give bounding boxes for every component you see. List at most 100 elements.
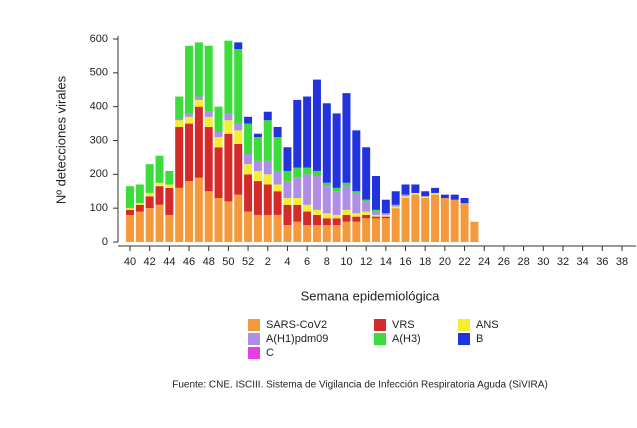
bar-segment: [372, 176, 380, 210]
legend-swatch: [248, 333, 260, 345]
legend-label: A(H3): [392, 333, 421, 345]
bar-segment: [322, 218, 331, 226]
bar-segment: [372, 211, 380, 215]
bar-segment: [440, 198, 449, 242]
bar-segment: [214, 106, 223, 133]
bar-segment: [263, 174, 272, 185]
bar-segment: [342, 214, 351, 222]
x-tick-label: 6: [304, 256, 310, 268]
bar-segment: [194, 42, 203, 97]
bar-segment: [185, 123, 194, 182]
legend-swatch: [374, 319, 386, 331]
bar-segment: [421, 191, 430, 197]
bar-segment: [352, 192, 361, 214]
bar-segment: [303, 225, 312, 242]
bar-segment: [194, 96, 203, 100]
bar-segment: [352, 216, 361, 222]
bar-segment: [185, 116, 194, 124]
legend-label: SARS-CoV2: [266, 319, 327, 331]
bar-segment: [352, 221, 361, 242]
bar-segment: [253, 170, 262, 182]
x-tick-label: 32: [557, 256, 569, 268]
bar-segment: [332, 225, 341, 242]
bar-segment: [204, 126, 213, 192]
bar-segment: [185, 181, 194, 242]
bar-segment: [253, 133, 262, 138]
y-axis-title: Nº detecciones virales: [53, 75, 68, 204]
bar-segment: [273, 126, 282, 138]
bar-segment: [283, 198, 292, 205]
bar-segment: [175, 118, 184, 121]
bar-segment: [391, 208, 400, 242]
bar-segment: [352, 130, 361, 192]
bar-segment: [342, 93, 351, 183]
x-tick-label: 34: [577, 256, 589, 268]
bar-segment: [322, 225, 331, 242]
x-tick-label: 20: [439, 256, 451, 268]
bar-segment: [440, 194, 449, 199]
footnote: Fuente: CNE. ISCIII. Sistema de Vigilanc…: [172, 380, 548, 391]
bar-segment: [332, 218, 341, 226]
legend-label: B: [476, 333, 483, 345]
y-tick-label: 400: [90, 101, 108, 113]
bar-segment: [194, 177, 203, 242]
bar-segment: [381, 213, 390, 215]
bar-segment: [165, 187, 174, 215]
bar-segment: [431, 187, 440, 193]
bar-segment: [283, 170, 292, 182]
bar-segment: [165, 184, 174, 188]
bar-segment: [322, 103, 331, 183]
bar-segment: [175, 126, 184, 188]
bar-segment: [224, 133, 233, 202]
y-tick-label: 0: [102, 236, 108, 248]
bar-segment: [421, 196, 430, 199]
y-tick-label: 200: [90, 168, 108, 180]
bar-segment: [126, 208, 134, 210]
bar-segment: [155, 186, 164, 205]
bar-segment: [135, 203, 144, 205]
legend-swatch: [458, 319, 470, 331]
bar-segment: [391, 206, 400, 209]
bar-segment: [401, 196, 410, 199]
bar-segment: [244, 123, 253, 155]
x-tick-label: 48: [203, 256, 215, 268]
legend-swatch: [248, 319, 260, 331]
bar-segment: [342, 182, 351, 187]
y-tick-label: 300: [90, 134, 108, 146]
bar-segment: [214, 132, 223, 138]
bar-segment: [126, 214, 134, 242]
bar-segment: [411, 184, 420, 193]
bar-segment: [303, 204, 312, 212]
bar-segment: [214, 137, 223, 148]
y-tick-label: 100: [90, 202, 108, 214]
x-tick-label: 50: [222, 256, 234, 268]
bar-segment: [342, 209, 351, 215]
bar-segment: [293, 167, 302, 178]
x-tick-label: 40: [124, 256, 136, 268]
bar-segment: [253, 214, 262, 242]
x-tick-label: 8: [324, 256, 330, 268]
bar-segment: [391, 204, 400, 207]
bar-segment: [253, 181, 262, 215]
bar-segment: [431, 194, 440, 242]
bar-segment: [165, 214, 174, 242]
bar-segment: [135, 211, 144, 242]
bar-segment: [303, 167, 312, 175]
bar-segment: [293, 204, 302, 222]
bar-segment: [401, 184, 410, 195]
bar-segment: [411, 192, 420, 195]
bar-segment: [126, 186, 134, 209]
bar-segment: [352, 191, 361, 193]
bar-segment: [283, 181, 292, 199]
bar-segment: [362, 201, 371, 212]
bar-segment: [450, 199, 459, 242]
bar-segment: [204, 116, 213, 127]
bar-segment: [244, 164, 253, 175]
bar-segment: [263, 120, 272, 161]
bar-segment: [342, 221, 351, 242]
bar-segment: [293, 221, 302, 242]
bar-segment: [253, 137, 262, 161]
x-tick-label: 30: [537, 256, 549, 268]
bar-segment: [431, 192, 440, 195]
